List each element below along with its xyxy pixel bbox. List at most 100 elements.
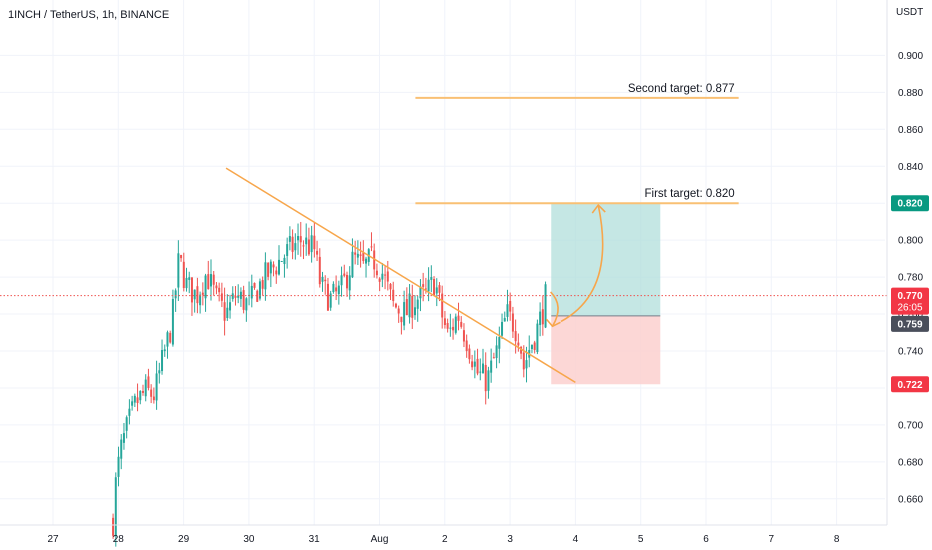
candle-body [305, 237, 308, 245]
x-tick-label: 6 [703, 534, 709, 545]
candle-body [462, 330, 465, 342]
candle-body [501, 321, 504, 336]
candle-body [340, 275, 343, 286]
candle-body [503, 318, 506, 322]
candle-body [476, 358, 479, 374]
candle-body [354, 252, 357, 255]
candle-body [337, 285, 340, 295]
candle-body [452, 326, 455, 331]
candle-body [321, 276, 324, 282]
candle-body [188, 277, 191, 280]
y-tick-label: 0.700 [898, 420, 923, 431]
candle-body [114, 477, 117, 536]
candle-body [386, 271, 389, 282]
y-tick-label: 0.880 [898, 88, 923, 99]
x-tick-label: 28 [113, 534, 125, 545]
candle-body [152, 396, 155, 401]
candle-body [161, 350, 164, 372]
candle-body [207, 274, 210, 290]
candle-body [481, 363, 484, 374]
candle-body [269, 261, 272, 274]
candle-body [509, 300, 512, 312]
candle-countdown: 26:05 [897, 303, 922, 314]
candle-body [400, 316, 403, 323]
candle-body [332, 283, 335, 292]
candle-body [245, 298, 248, 311]
candle-body [261, 280, 264, 289]
candle-body [286, 244, 289, 256]
candle-body [120, 439, 123, 459]
candle-body [297, 236, 300, 241]
candle-body [131, 401, 134, 406]
candle-body [196, 286, 199, 304]
candle-body [514, 331, 517, 342]
candle-body [329, 293, 332, 308]
candle-body [250, 285, 253, 299]
candle-body [180, 254, 183, 259]
profit-zone [551, 203, 661, 316]
candle-body [237, 295, 240, 298]
candle-body [177, 253, 180, 288]
y-tick-label: 0.660 [898, 494, 923, 505]
candle-body [397, 308, 400, 314]
candle-body [231, 293, 234, 299]
candle-body [174, 290, 177, 299]
candle-body [457, 315, 460, 321]
candle-body [441, 293, 444, 318]
candle-body [490, 360, 493, 373]
candle-body [520, 346, 523, 354]
x-tick-label: 4 [573, 534, 579, 545]
candle-body [204, 275, 207, 299]
entry-tag [891, 315, 929, 332]
candle-body [223, 302, 226, 321]
candle-body [125, 417, 128, 431]
candle-body [318, 256, 321, 285]
candle-body [473, 361, 476, 367]
candle-body [141, 390, 144, 393]
candle-body [438, 285, 441, 293]
candle-body [313, 235, 316, 250]
candle-body [283, 257, 286, 265]
candle-body [495, 345, 498, 359]
loss-zone [551, 315, 661, 385]
candle-body [484, 364, 487, 392]
pullback-arrow [550, 291, 559, 327]
candle-body [422, 284, 425, 287]
candle-body [264, 262, 267, 290]
y-tick-label: 0.800 [898, 236, 923, 247]
candle-body [171, 298, 174, 345]
candle-body [326, 283, 329, 311]
candle-body [427, 279, 430, 292]
candle-body [294, 243, 297, 251]
candles [112, 221, 547, 547]
trendline[interactable] [225, 167, 576, 384]
candle-body [112, 517, 115, 536]
candle-body [209, 274, 212, 287]
candle-body [258, 281, 261, 299]
x-tick-label: 5 [638, 534, 644, 545]
candle-body [465, 340, 468, 352]
y-axis-unit: USDT [896, 7, 923, 18]
candle-body [389, 283, 392, 290]
candle-body [133, 395, 136, 403]
candle-body [359, 254, 362, 256]
candle-body [541, 309, 544, 325]
candle-body [419, 286, 422, 299]
candle-body [533, 342, 536, 350]
candle-body [411, 295, 414, 318]
y-tick-label: 0.780 [898, 273, 923, 284]
candle-body [201, 292, 204, 295]
candle-body [517, 342, 520, 346]
candle-body [460, 321, 463, 327]
candle-body [479, 371, 482, 373]
stop-tag [891, 376, 929, 393]
candle-body [403, 302, 406, 326]
candle-body [487, 370, 490, 391]
candle-body [275, 270, 278, 275]
stop-tag-value: 0.722 [897, 380, 922, 391]
candle-body [256, 290, 259, 302]
x-tick-label: 3 [507, 534, 513, 545]
target-arrow [560, 204, 604, 323]
